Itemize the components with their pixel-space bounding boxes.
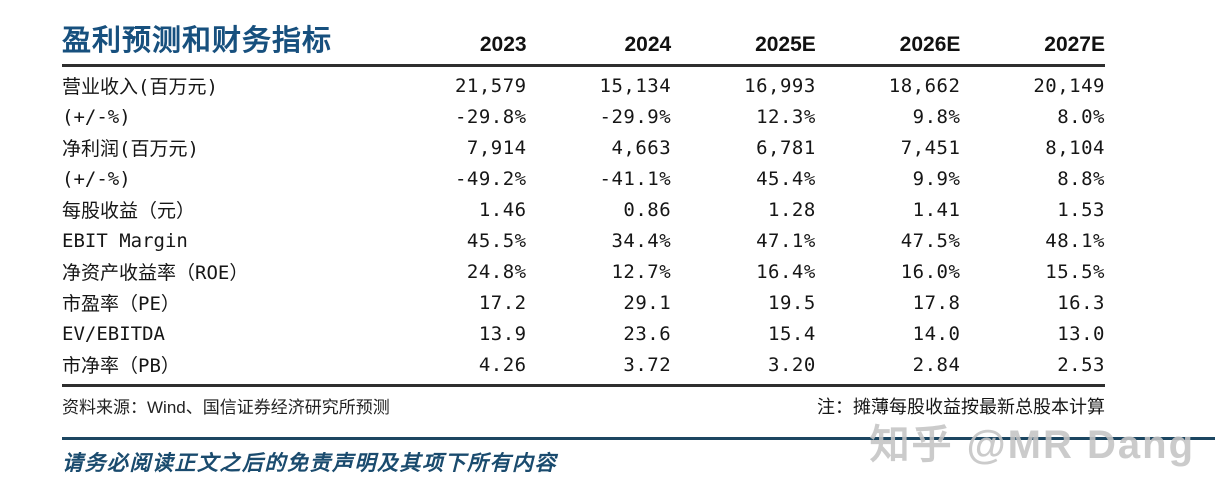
value-cell: 6,781	[756, 136, 816, 159]
source-note: 资料来源：Wind、国信证券经济研究所预测	[62, 398, 390, 417]
value-cell: -49.2%	[454, 167, 527, 190]
watermark-text: 知乎 @MR Dang	[869, 423, 1195, 467]
value-cell: 24.8%	[466, 260, 527, 283]
year-column-header: 2023	[479, 33, 527, 56]
table-row: EV/EBITDA 13.9 23.6 15.4 14.0 13.0	[62, 318, 1105, 349]
footer-divider	[62, 437, 1215, 440]
value-cell: 17.8	[912, 291, 961, 314]
value-cell: 20,149	[1033, 74, 1105, 97]
table-row: 市净率（PB） 4.26 3.72 3.20 2.84 2.53	[62, 349, 1105, 380]
value-cell: 23.6	[623, 322, 672, 345]
value-cell: 48.1%	[1045, 229, 1105, 252]
value-cell: 45.5%	[466, 229, 527, 252]
table-row: 市盈率（PE） 17.2 29.1 19.5 17.8 16.3	[62, 287, 1105, 318]
value-cell: 13.0	[1057, 322, 1105, 345]
value-cell: 21,579	[454, 74, 527, 97]
value-cell: 16,993	[744, 74, 816, 97]
value-cell: 1.46	[478, 198, 527, 221]
value-cell: 16.3	[1057, 291, 1105, 314]
table-row: 净利润(百万元) 7,914 4,663 6,781 7,451 8,104	[62, 132, 1105, 163]
value-cell: 12.7%	[611, 260, 672, 283]
row-label: 净资产收益率（ROE）	[62, 262, 249, 284]
table-row: 每股收益（元） 1.46 0.86 1.28 1.41 1.53	[62, 194, 1105, 225]
value-cell: 1.53	[1057, 198, 1105, 221]
value-cell: 15.5%	[1045, 260, 1105, 283]
value-cell: 17.2	[478, 291, 527, 314]
value-cell: 15.4	[768, 322, 816, 345]
row-label: EBIT Margin	[62, 229, 188, 252]
value-cell: 15,134	[599, 74, 672, 97]
value-cell: -29.8%	[454, 105, 527, 128]
value-cell: 2.53	[1057, 353, 1105, 376]
table-body: 营业收入(百万元) 21,579 15,134 16,993 18,662 20,149 (…	[62, 67, 1105, 387]
value-cell: 1.41	[912, 198, 961, 221]
value-cell: 29.1	[623, 291, 672, 314]
table-row: 净资产收益率（ROE） 24.8% 12.7% 16.4% 16.0% 15.5%	[62, 256, 1105, 287]
value-cell: 18,662	[888, 74, 961, 97]
value-cell: 8,104	[1045, 136, 1105, 159]
table-row: (+/-%) -49.2% -41.1% 45.4% 9.9% 8.8%	[62, 163, 1105, 194]
row-label: 营业收入(百万元)	[62, 76, 218, 98]
table-title: 盈利预测和财务指标	[62, 25, 333, 57]
value-cell: 4,663	[611, 136, 672, 159]
value-cell: -41.1%	[599, 167, 672, 190]
row-label: 每股收益（元）	[62, 200, 196, 222]
value-cell: 19.5	[768, 291, 816, 314]
value-cell: 13.9	[478, 322, 527, 345]
table-row: 营业收入(百万元) 21,579 15,134 16,993 18,662 20,149	[62, 70, 1105, 101]
row-label: (+/-%)	[62, 167, 131, 190]
value-cell: 4.26	[478, 353, 527, 376]
row-label: EV/EBITDA	[62, 322, 165, 345]
value-cell: -29.9%	[599, 105, 672, 128]
value-cell: 7,914	[466, 136, 527, 159]
value-cell: 47.1%	[756, 229, 816, 252]
row-label: 市盈率（PE）	[62, 293, 180, 315]
side-note: 注：摊薄每股收益按最新总股本计算	[817, 397, 1105, 417]
value-cell: 0.86	[623, 198, 672, 221]
value-cell: 7,451	[900, 136, 961, 159]
value-cell: 8.0%	[1057, 105, 1105, 128]
value-cell: 2.84	[912, 353, 961, 376]
table-row: EBIT Margin 45.5% 34.4% 47.1% 47.5% 48.1%	[62, 225, 1105, 256]
table-header-row: 盈利预测和财务指标 2023 2024 2025E 2026E 2027E	[62, 16, 1105, 67]
value-cell: 45.4%	[756, 167, 816, 190]
table-row: (+/-%) -29.8% -29.9% 12.3% 9.8% 8.0%	[62, 101, 1105, 132]
value-cell: 9.8%	[912, 105, 961, 128]
notes-row: 资料来源：Wind、国信证券经济研究所预测 注：摊薄每股收益按最新总股本计算	[62, 393, 1105, 419]
value-cell: 14.0	[912, 322, 961, 345]
year-column-header: 2027E	[1044, 33, 1105, 56]
row-label: 市净率（PB）	[62, 355, 180, 377]
profit-forecast-table: 盈利预测和财务指标 2023 2024 2025E 2026E 2027E 营业收入(百…	[62, 16, 1105, 387]
value-cell: 16.0%	[900, 260, 961, 283]
year-column-header: 2025E	[755, 33, 816, 56]
value-cell: 16.4%	[756, 260, 816, 283]
row-label: (+/-%)	[62, 105, 131, 128]
disclaimer-text: 请务必阅读正文之后的免责声明及其项下所有内容	[62, 452, 557, 475]
year-column-header: 2026E	[899, 33, 961, 56]
value-cell: 3.20	[768, 353, 816, 376]
value-cell: 3.72	[623, 353, 672, 376]
value-cell: 12.3%	[756, 105, 816, 128]
value-cell: 9.9%	[912, 167, 961, 190]
value-cell: 1.28	[768, 198, 816, 221]
value-cell: 8.8%	[1057, 167, 1105, 190]
row-label: 净利润(百万元)	[62, 138, 199, 160]
year-column-header: 2024	[624, 33, 672, 56]
value-cell: 47.5%	[900, 229, 961, 252]
value-cell: 34.4%	[611, 229, 672, 252]
